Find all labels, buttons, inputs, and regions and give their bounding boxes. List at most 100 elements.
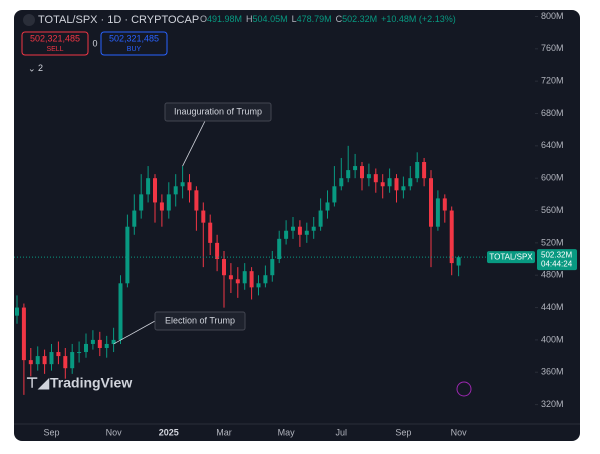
price-tag [537,249,577,271]
ohlc-key: L [292,14,297,24]
x-tick-label: Nov [451,427,468,437]
candle-body [318,210,323,227]
buy-label[interactable]: BUY [127,46,142,53]
candle-body [270,259,275,276]
candle-body [422,162,427,179]
sell-price[interactable]: 502,321,485 [30,33,80,43]
y-tick-label: 520M [541,237,564,247]
candle-body [180,182,185,187]
candle-body [215,242,220,260]
candle-body [63,356,68,369]
candle-body [249,271,254,288]
candle-body [222,259,226,276]
candle-body [387,178,392,187]
ohlc-key: H [246,14,253,24]
ohlc-value: 502.32M [342,14,377,24]
candle-body [297,226,302,235]
candle-body [291,226,295,231]
candle-body [159,202,164,211]
y-tick-label: 760M [541,43,564,53]
y-tick-label: 480M [541,270,564,280]
ohlc-change: +10.48M (+2.13%) [381,14,456,24]
y-tick-label: 440M [541,302,564,312]
ohlc-value: 478.79M [297,14,332,24]
ohlc-key: O [200,14,207,24]
x-tick-label: Jul [336,427,348,437]
x-tick-label: May [278,427,296,437]
candle-body [146,178,151,195]
buy-button[interactable] [100,31,168,56]
countdown-label: 04:44:24 [541,259,573,268]
annotation-pointer [113,320,156,345]
buy-price[interactable]: 502,321,485 [109,33,159,43]
sell-button[interactable] [21,31,89,56]
candle-body [208,222,213,243]
x-tick-label: Sep [43,427,59,437]
candle-body [35,356,40,365]
candle-body [277,238,282,260]
y-tick-label: 560M [541,205,564,215]
sell-label[interactable]: SELL [46,46,63,53]
symbol-icon [23,14,35,26]
candle-body [263,275,268,284]
candle-body [401,186,406,191]
annotation-pointer [182,120,206,167]
x-tick-label: 2025 [159,427,179,437]
candle-body [228,275,233,280]
candle-body [21,307,26,361]
candle-body [380,182,385,187]
candle-body [256,283,261,288]
candle-body [360,166,364,179]
alert-icon[interactable] [456,381,472,397]
y-tick-label: 320M [541,399,564,409]
candle-body [56,352,61,357]
candle-body [435,198,440,227]
candle-body [28,360,33,365]
candle-body [15,307,19,316]
candle-body [325,202,330,211]
indicator-count[interactable]: 2 [38,63,43,73]
y-tick-label: 400M [541,334,564,344]
logo: TradingView [50,375,132,391]
candle-body [366,174,371,179]
y-tick-label: 360M [541,367,564,377]
candle-body [187,182,192,191]
x-tick-label: Mar [216,427,232,437]
candle-body [429,178,433,227]
candle-body [173,186,178,195]
candle-body [394,178,399,191]
candle-body [84,343,88,353]
ohlc-key: C [336,14,343,24]
candle-body [153,178,157,203]
candle-body [90,339,95,344]
candle-body [415,162,420,179]
candle-body [42,356,47,365]
candle-body [332,186,337,203]
candle-body [118,283,123,340]
indicator-toggle[interactable]: ⌄ 2 [28,63,43,73]
ohlc: O491.98M H504.05M L478.79M C502.32M +10.48M … [200,14,456,24]
candle-body [456,257,461,266]
chart-title: TOTAL/SPX · 1D · CRYPTOCAP [38,14,199,26]
candle-body [97,339,102,348]
candle-body [104,343,109,348]
logo-mark: ⊤◢ [26,375,49,391]
x-tick-label: Nov [106,427,123,437]
candle-body [77,352,82,354]
ohlc-value: 491.98M [207,14,242,24]
y-tick-label: 680M [541,108,564,118]
y-tick-label: 640M [541,140,564,150]
candle-body [339,178,344,187]
candle-body [125,226,130,284]
candle-body [235,279,240,284]
candle-body [70,352,75,369]
y-tick-label: 720M [541,76,564,86]
candle-body [132,210,137,227]
candle-body [139,194,144,211]
y-tick-label: 800M [541,11,564,21]
candle-body [111,339,116,344]
candle-body [194,190,199,211]
symbol-tag-label: TOTAL/SPX [489,252,533,261]
candle-body [408,178,413,187]
